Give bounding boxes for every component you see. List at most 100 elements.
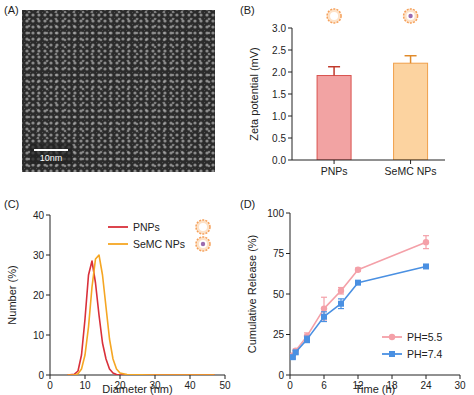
legend-label: PH=5.5 xyxy=(407,331,442,343)
tick-label: 0.0 xyxy=(272,155,286,166)
tick xyxy=(288,50,292,51)
plot-area xyxy=(68,255,215,375)
legend-marker xyxy=(389,351,395,357)
legend-line xyxy=(108,243,128,245)
error-cap xyxy=(405,55,417,57)
tick-label: 2.5 xyxy=(272,45,286,56)
bar xyxy=(394,63,428,160)
tick xyxy=(85,375,86,379)
scale-label: 10nm xyxy=(40,153,63,163)
category-label: SeMC NPs xyxy=(385,165,437,177)
error-cap xyxy=(321,321,327,322)
tick-label: 30 xyxy=(33,250,45,261)
tick xyxy=(288,138,292,139)
tick xyxy=(286,375,290,376)
marker xyxy=(355,267,361,273)
y-axis: 0 10 20 30 40 Number (%) xyxy=(6,210,50,381)
legend-label: SeMC NPs xyxy=(133,238,185,250)
x-axis: PNPsSeMC NPs xyxy=(292,160,445,177)
tick-label: 3.0 xyxy=(272,23,286,34)
marker xyxy=(338,301,344,307)
icon xyxy=(201,242,205,246)
error-bar xyxy=(304,336,310,342)
tick-label: 75 xyxy=(273,248,285,259)
tick-label: 1.0 xyxy=(272,111,286,122)
icon xyxy=(196,237,210,251)
icon xyxy=(199,240,207,248)
legend-marker xyxy=(389,334,395,340)
line xyxy=(293,266,426,357)
panel-label: (A) xyxy=(4,4,19,16)
tick xyxy=(410,160,411,164)
tick-label: 20 xyxy=(33,290,45,301)
tick-label: 24 xyxy=(420,380,432,391)
marker xyxy=(293,349,299,355)
tick xyxy=(155,375,156,379)
axis-label: Diameter (nm) xyxy=(102,383,172,395)
bar xyxy=(317,76,351,160)
tick-label: 25 xyxy=(273,329,285,340)
tick xyxy=(46,255,50,256)
error-cap xyxy=(423,248,429,249)
axis-label: Cumulative Release (%) xyxy=(246,235,258,354)
marker xyxy=(321,305,327,311)
line xyxy=(68,255,215,375)
panel-label: (B) xyxy=(240,4,255,16)
tick-label: 10 xyxy=(33,330,45,341)
tick-label: 0 xyxy=(278,370,284,381)
icon xyxy=(404,9,418,23)
panel-label: (C) xyxy=(4,198,19,210)
error-cap xyxy=(321,297,327,298)
plot-area xyxy=(317,56,428,160)
axis-line xyxy=(292,160,445,161)
axis-label: Zeta potential (mV) xyxy=(248,47,260,141)
icon xyxy=(408,14,412,18)
marker xyxy=(321,314,327,320)
error-cap xyxy=(328,66,340,68)
error-bar xyxy=(321,312,327,322)
tick-label: 40 xyxy=(184,380,196,391)
tick-label: 30 xyxy=(454,380,466,391)
marker xyxy=(423,239,429,245)
tick xyxy=(324,375,325,379)
y-axis: 0255075100Cumulative Release (%) xyxy=(246,208,290,381)
tick xyxy=(46,215,50,216)
tick xyxy=(225,375,226,379)
tick xyxy=(288,72,292,73)
tick xyxy=(288,28,292,29)
micrograph-overlay xyxy=(22,10,215,172)
tick xyxy=(286,213,290,214)
tick-label: 50 xyxy=(273,289,285,300)
marker xyxy=(423,263,429,269)
tick-label: 0 xyxy=(38,370,44,381)
icon xyxy=(327,9,341,23)
error-bar xyxy=(338,288,344,294)
tick xyxy=(50,375,51,379)
panel-label: (D) xyxy=(240,198,255,210)
tick xyxy=(290,375,291,379)
tick xyxy=(286,334,290,335)
icon xyxy=(330,12,338,20)
tick xyxy=(288,116,292,117)
tick xyxy=(392,375,393,379)
tick-label: 0.5 xyxy=(272,133,286,144)
marker xyxy=(304,336,310,342)
y-axis: 0.00.51.01.52.02.53.0Zeta potential (mV) xyxy=(248,23,292,166)
tick xyxy=(286,294,290,295)
tick-label: 6 xyxy=(321,380,327,391)
tick-label: 40 xyxy=(33,210,45,221)
tick xyxy=(190,375,191,379)
error-cap xyxy=(423,235,429,236)
icon xyxy=(407,12,415,20)
figure: (A)10nm(B)PNPsSeMC NPs0.00.51.01.52.02.5… xyxy=(0,0,474,395)
axis-label: Number (%) xyxy=(6,265,18,324)
scale-bar xyxy=(34,149,68,151)
tick xyxy=(288,94,292,95)
tick-label: 2.0 xyxy=(272,67,286,78)
error-bar xyxy=(328,67,340,76)
error-cap xyxy=(338,298,344,299)
error-cap xyxy=(338,308,344,309)
error-line xyxy=(410,56,412,63)
tick xyxy=(426,375,427,379)
error-line xyxy=(333,67,335,76)
